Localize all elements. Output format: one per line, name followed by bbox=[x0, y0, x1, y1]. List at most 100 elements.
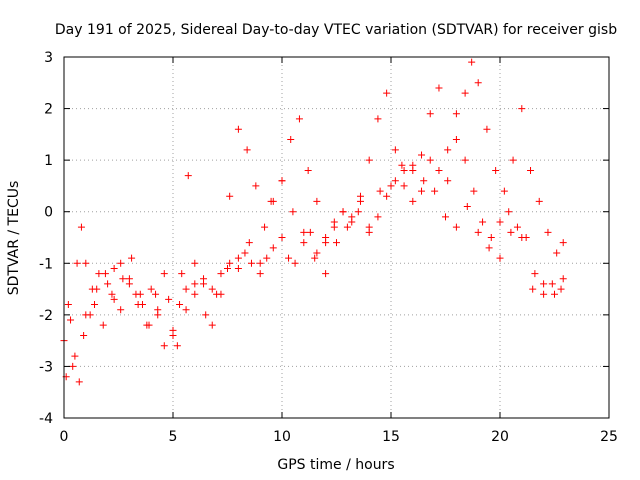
data-point bbox=[426, 156, 434, 164]
data-layer bbox=[60, 58, 567, 386]
data-point bbox=[391, 177, 399, 185]
y-tick-label: -2 bbox=[39, 308, 53, 324]
data-point bbox=[243, 146, 251, 154]
data-point bbox=[322, 270, 330, 278]
data-point bbox=[160, 270, 168, 278]
data-point bbox=[200, 280, 208, 288]
data-point bbox=[376, 187, 384, 195]
data-point bbox=[136, 290, 144, 298]
data-point bbox=[178, 270, 186, 278]
data-point bbox=[285, 254, 293, 262]
data-point bbox=[234, 264, 242, 272]
data-point bbox=[313, 249, 321, 257]
data-point bbox=[474, 79, 482, 87]
data-point bbox=[496, 218, 504, 226]
data-point bbox=[365, 228, 373, 236]
data-point bbox=[452, 136, 460, 144]
data-point bbox=[518, 105, 526, 113]
data-point bbox=[287, 136, 295, 144]
data-point bbox=[343, 223, 351, 231]
data-point bbox=[191, 280, 199, 288]
data-point bbox=[468, 58, 476, 66]
data-point bbox=[191, 259, 199, 267]
data-point bbox=[278, 177, 286, 185]
data-point bbox=[461, 89, 469, 97]
data-point bbox=[300, 239, 308, 247]
data-point bbox=[485, 244, 493, 252]
data-point bbox=[365, 156, 373, 164]
data-point bbox=[383, 192, 391, 200]
data-point bbox=[245, 239, 253, 247]
x-tick-label: 25 bbox=[600, 429, 618, 445]
data-point bbox=[108, 290, 116, 298]
data-point bbox=[470, 187, 478, 195]
data-point bbox=[461, 156, 469, 164]
data-point bbox=[202, 311, 210, 319]
x-tick-label: 10 bbox=[273, 429, 291, 445]
data-point bbox=[110, 295, 118, 303]
y-tick-label: -3 bbox=[39, 359, 53, 375]
data-point bbox=[86, 311, 94, 319]
data-point bbox=[383, 89, 391, 97]
data-point bbox=[527, 166, 535, 174]
data-point bbox=[330, 223, 338, 231]
data-point bbox=[513, 223, 521, 231]
tick-layer bbox=[63, 56, 610, 419]
data-point bbox=[241, 249, 249, 257]
data-point bbox=[69, 362, 77, 370]
data-point bbox=[418, 151, 426, 159]
data-point bbox=[208, 321, 216, 329]
data-point bbox=[452, 223, 460, 231]
data-point bbox=[505, 208, 513, 216]
data-point bbox=[548, 280, 556, 288]
data-point bbox=[263, 254, 271, 262]
data-point bbox=[442, 213, 449, 221]
data-point bbox=[544, 228, 552, 236]
data-point bbox=[496, 254, 504, 262]
data-point bbox=[256, 259, 264, 267]
data-point bbox=[551, 290, 558, 298]
x-tick-label: 20 bbox=[491, 429, 509, 445]
series-trace-a bbox=[60, 136, 565, 350]
data-point bbox=[77, 223, 85, 231]
data-point bbox=[452, 110, 460, 118]
data-point bbox=[182, 306, 190, 314]
data-point bbox=[134, 301, 142, 309]
x-tick-label: 15 bbox=[382, 429, 400, 445]
data-point bbox=[418, 187, 426, 195]
y-tick-label: -4 bbox=[39, 411, 53, 427]
series-trace-b bbox=[62, 58, 567, 386]
data-point bbox=[400, 182, 408, 190]
chart-title: Day 191 of 2025, Sidereal Day-to-day VTE… bbox=[55, 22, 617, 38]
data-point bbox=[191, 290, 199, 298]
data-point bbox=[145, 321, 153, 329]
data-point bbox=[93, 285, 101, 293]
data-point bbox=[291, 259, 299, 267]
data-point bbox=[64, 301, 72, 309]
data-point bbox=[500, 187, 508, 195]
data-point bbox=[387, 182, 395, 190]
data-point bbox=[182, 285, 190, 293]
y-tick-label: 3 bbox=[44, 50, 53, 66]
data-point bbox=[128, 254, 136, 262]
x-axis-label: GPS time / hours bbox=[277, 457, 394, 473]
data-point bbox=[304, 166, 312, 174]
data-point bbox=[553, 249, 561, 257]
data-point bbox=[95, 270, 103, 278]
data-point bbox=[474, 228, 482, 236]
data-point bbox=[160, 342, 168, 350]
data-point bbox=[492, 166, 500, 174]
data-point bbox=[256, 270, 264, 278]
y-tick-label: -1 bbox=[39, 256, 53, 272]
data-point bbox=[119, 275, 127, 283]
data-point bbox=[217, 270, 225, 278]
data-point bbox=[267, 197, 275, 205]
data-point bbox=[147, 285, 155, 293]
data-point bbox=[431, 187, 439, 195]
data-point bbox=[73, 259, 81, 267]
data-point bbox=[169, 331, 177, 339]
data-point bbox=[479, 218, 487, 226]
y-tick-label: 2 bbox=[44, 102, 53, 118]
